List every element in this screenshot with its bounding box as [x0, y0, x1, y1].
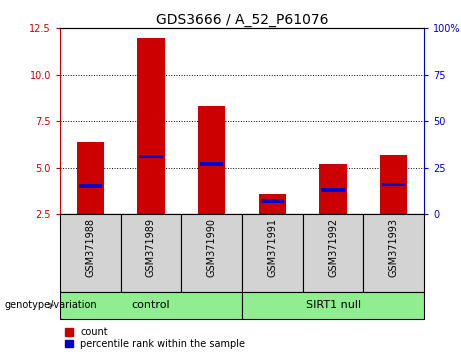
Bar	[303, 214, 363, 292]
Text: GSM371988: GSM371988	[85, 218, 95, 277]
Text: control: control	[132, 300, 170, 310]
Bar	[242, 214, 303, 292]
Text: GSM371991: GSM371991	[267, 218, 278, 277]
Text: SIRT1 null: SIRT1 null	[306, 300, 361, 310]
Bar	[139, 155, 163, 159]
Bar	[60, 214, 121, 292]
Text: genotype/variation: genotype/variation	[5, 300, 97, 310]
Bar	[60, 292, 242, 319]
Bar	[380, 155, 408, 214]
Bar	[382, 183, 405, 186]
Bar	[363, 214, 424, 292]
Bar	[77, 142, 104, 214]
Bar	[79, 184, 102, 188]
Bar	[137, 38, 165, 214]
Bar	[121, 214, 181, 292]
Bar	[319, 164, 347, 214]
Bar	[321, 188, 345, 192]
Bar	[261, 199, 284, 203]
Text: GSM371992: GSM371992	[328, 218, 338, 277]
Legend: count, percentile rank within the sample: count, percentile rank within the sample	[65, 327, 245, 349]
Text: GSM371990: GSM371990	[207, 218, 217, 277]
Bar	[181, 214, 242, 292]
Bar	[242, 292, 424, 319]
Bar	[259, 194, 286, 214]
Bar	[198, 106, 225, 214]
Bar	[200, 162, 223, 166]
Text: GSM371993: GSM371993	[389, 218, 399, 277]
Title: GDS3666 / A_52_P61076: GDS3666 / A_52_P61076	[156, 13, 328, 27]
Text: GSM371989: GSM371989	[146, 218, 156, 277]
